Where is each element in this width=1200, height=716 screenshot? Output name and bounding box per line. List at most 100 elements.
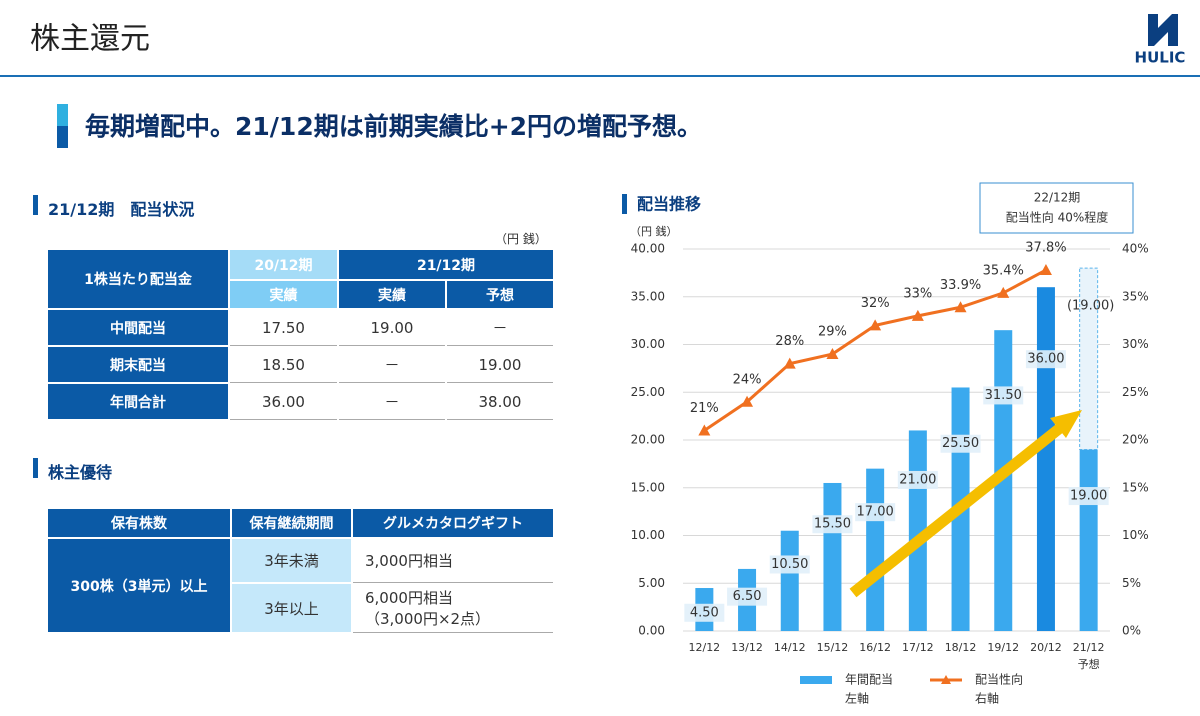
cell: 予想 (447, 281, 553, 308)
cell: 18.50 (230, 347, 337, 383)
legend-swatch (800, 676, 832, 684)
cell: 1株当たり配当金 (48, 250, 228, 308)
y-tick-label: 0.00 (638, 624, 665, 638)
y2-tick-label: 0% (1122, 624, 1141, 638)
bar (823, 482, 842, 631)
forecast-label: 予想 (1078, 657, 1100, 671)
y2-tick-label: 35% (1122, 289, 1149, 303)
marker (997, 286, 1010, 298)
line-label: 33% (903, 286, 932, 301)
cell: 保有株数 (48, 509, 230, 537)
bar-label-bg (1068, 487, 1109, 506)
cell: 3,000円相当 (353, 539, 553, 583)
section-title: 株主優待 (48, 463, 113, 482)
line-label: 35.4% (983, 263, 1024, 278)
cell: 中間配当 (48, 310, 228, 345)
headline-bar (57, 126, 68, 148)
bar-label: 17.00 (857, 505, 894, 520)
bar-label: 6.50 (733, 589, 762, 604)
section-bar (33, 458, 38, 478)
page-title: 株主還元 (30, 22, 150, 57)
line-label: 32% (861, 296, 890, 311)
annotation-box (979, 182, 1134, 234)
marker (826, 348, 839, 360)
legend-note: 右軸 (975, 691, 999, 706)
y-axis-unit: （円 銭） (630, 225, 678, 238)
logo-icon (1148, 14, 1178, 46)
bar-label-bg (769, 555, 810, 574)
cell: 300株（3単元）以上 (48, 539, 230, 632)
bar (1079, 449, 1098, 631)
annotation: 配当性向 40%程度 (1006, 210, 1109, 225)
y-tick-label: 10.00 (631, 528, 665, 542)
bar-label: 21.00 (899, 472, 936, 487)
section-bar (33, 195, 38, 215)
x-tick-label: 20/12 (1030, 641, 1062, 654)
x-tick-label: 19/12 (987, 641, 1019, 654)
y2-tick-label: 20% (1122, 433, 1149, 447)
y-tick-label: 35.00 (631, 289, 665, 303)
bar-label-bg (855, 503, 896, 522)
arrow-shaft (849, 423, 1064, 598)
marker (869, 319, 882, 331)
legend-note: 左軸 (845, 691, 869, 706)
bar-label: 31.50 (985, 388, 1022, 403)
bar (780, 530, 799, 631)
cell: 期末配当 (48, 347, 228, 382)
bar-label: 25.50 (942, 436, 979, 451)
cell: 保有継続期間 (232, 509, 351, 537)
bar-label-bg (940, 434, 981, 453)
cell: 実績 (230, 281, 337, 308)
section-bar (622, 194, 627, 214)
annotation: 22/12期 (1034, 191, 1081, 205)
y-tick-label: 5.00 (638, 576, 665, 590)
cell: － (447, 310, 553, 346)
bar (994, 330, 1013, 631)
x-tick-label: 21/12 (1073, 641, 1105, 654)
cell: 17.50 (230, 310, 337, 346)
marker (741, 395, 754, 407)
bar-label: 4.50 (690, 605, 719, 620)
x-tick-label: 16/12 (859, 641, 891, 654)
cell: 3年以上 (232, 584, 351, 632)
bar-label-bg (897, 470, 938, 489)
bar-label: 10.50 (771, 557, 808, 572)
logo-text: HULIC (1135, 49, 1186, 67)
marker (911, 309, 924, 321)
chart-title: 配当推移 (637, 195, 701, 214)
cell: 19.00 (339, 310, 445, 346)
cell: 21/12期 (339, 250, 553, 279)
x-tick-label: 17/12 (902, 641, 934, 654)
line-label: 29% (818, 325, 847, 340)
line-label: 21% (690, 401, 719, 416)
bar-label: 19.00 (1070, 489, 1107, 504)
line-label: 28% (775, 334, 804, 349)
line-label: 37.8% (1025, 241, 1066, 256)
y2-tick-label: 15% (1122, 480, 1149, 494)
x-tick-label: 13/12 (731, 641, 763, 654)
cell: － (339, 347, 445, 383)
bar-label-bg (727, 587, 768, 606)
cell: 19.00 (447, 347, 553, 383)
bar-label: 15.50 (814, 517, 851, 532)
x-tick-label: 14/12 (774, 641, 806, 654)
arrow-head (1050, 410, 1082, 438)
y-tick-label: 20.00 (631, 433, 665, 447)
x-tick-label: 18/12 (945, 641, 977, 654)
legend-marker (941, 675, 951, 684)
bar-label: (19.00) (1067, 299, 1114, 314)
table-unit: （円 銭） (495, 232, 547, 246)
headline-bar (57, 104, 68, 126)
y-tick-label: 40.00 (631, 242, 665, 256)
legend-label: 年間配当 (845, 673, 893, 687)
cell: 20/12期 (230, 250, 337, 279)
line-label: 33.9% (940, 278, 981, 293)
bar-label-bg (684, 603, 725, 622)
section-title: 21/12期 配当状況 (48, 200, 195, 219)
cell: 36.00 (230, 384, 337, 420)
headline: 毎期増配中。21/12期は前期実績比+2円の増配予想。 (85, 112, 702, 141)
y-tick-label: 30.00 (631, 337, 665, 351)
bar (866, 468, 885, 631)
